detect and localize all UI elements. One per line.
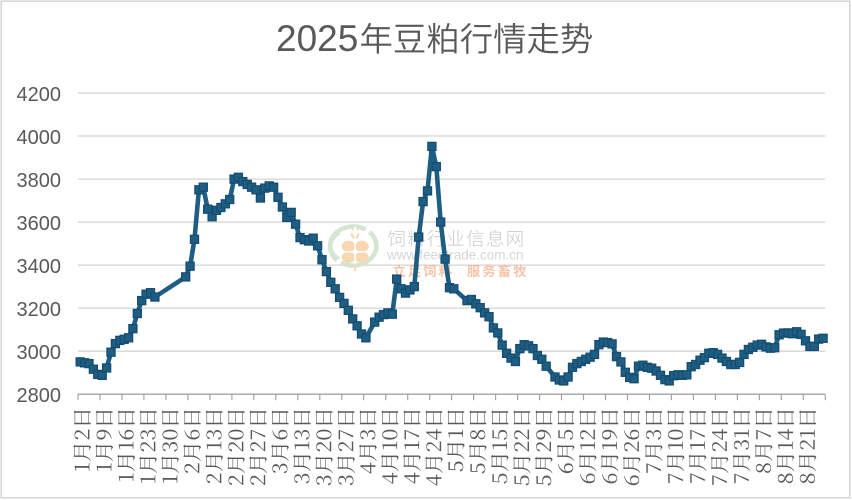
svg-text:3600: 3600 [17, 213, 62, 235]
svg-text:4000: 4000 [17, 127, 62, 149]
svg-text:4200: 4200 [17, 84, 62, 106]
svg-text:3800: 3800 [17, 170, 62, 192]
svg-text:3400: 3400 [17, 256, 62, 278]
svg-text:2800: 2800 [17, 385, 62, 407]
svg-text:2025: 2025 [276, 18, 358, 59]
svg-text:www.feedtrade.com.cn: www.feedtrade.com.cn [386, 247, 523, 262]
svg-text:3200: 3200 [17, 299, 62, 321]
svg-text:3000: 3000 [17, 342, 62, 364]
